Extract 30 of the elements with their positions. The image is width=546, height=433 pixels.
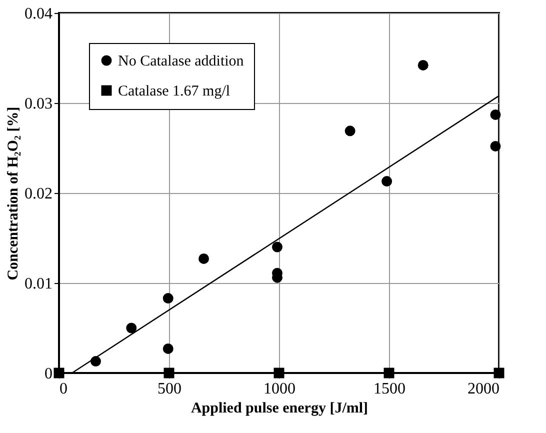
point: [198, 253, 210, 264]
point: [384, 368, 394, 378]
legend-label: No Catalase addition: [118, 54, 244, 70]
point: [54, 368, 64, 378]
point: [490, 109, 501, 120]
point: [274, 368, 284, 378]
point: [272, 242, 282, 252]
x-tick-label: 2000: [468, 380, 500, 398]
point: [162, 293, 174, 304]
x-tick-label: 500: [158, 380, 182, 398]
point: [164, 368, 174, 378]
x-axis-title: Applied pulse energy [J/ml]: [190, 400, 368, 416]
y-tick-label: 0.01: [24, 276, 52, 292]
y-tick-label: 0.02: [24, 186, 52, 202]
legend-label: Catalase 1.67 mg/l: [118, 84, 230, 100]
point: [382, 176, 392, 187]
y-tick-label: 0.03: [24, 96, 52, 112]
x-tick-label: 0: [60, 380, 68, 398]
point: [344, 126, 356, 136]
x-tick-label: 1500: [374, 380, 406, 398]
y-tick-label: 0.04: [24, 6, 52, 22]
y-axis-title: Concentration of H₂O₂ [%]: [6, 106, 22, 280]
x-tick-label: 1000: [264, 380, 296, 398]
point: [162, 343, 174, 354]
point: [490, 140, 501, 152]
point: [90, 356, 101, 367]
y-tick-label: 0: [44, 366, 52, 382]
point: [418, 60, 428, 70]
point: [126, 322, 137, 334]
point: [494, 368, 504, 378]
